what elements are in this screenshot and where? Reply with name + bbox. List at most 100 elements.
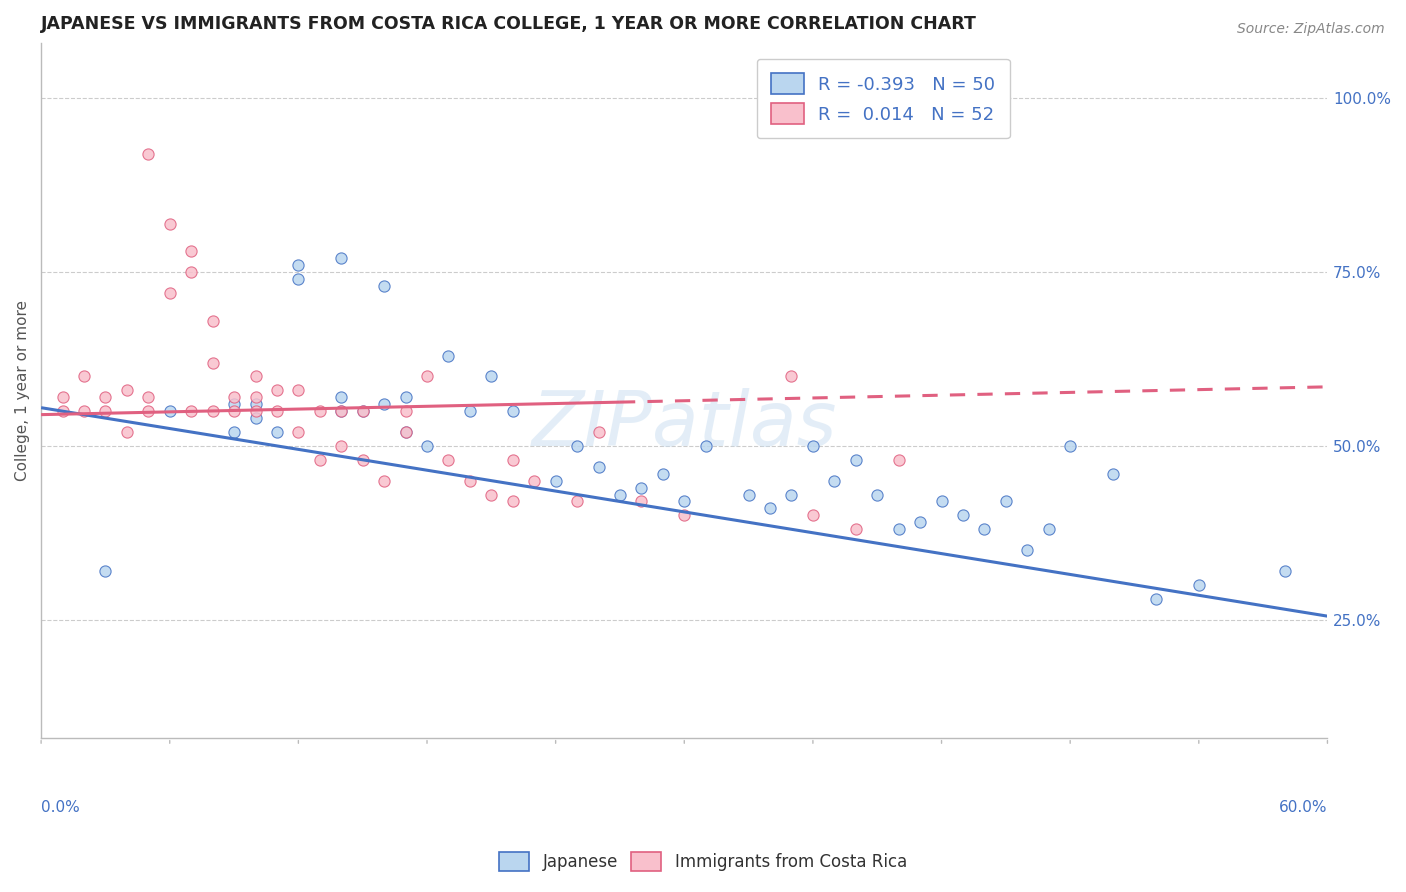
Point xyxy=(394,404,416,418)
Point xyxy=(245,404,267,418)
Point xyxy=(308,452,330,467)
Point xyxy=(759,501,782,516)
Point xyxy=(1188,578,1211,592)
Point xyxy=(437,452,460,467)
Point xyxy=(222,404,245,418)
Point xyxy=(266,404,288,418)
Point xyxy=(801,508,824,523)
Point xyxy=(330,252,353,266)
Point xyxy=(887,522,910,536)
Point xyxy=(1038,522,1060,536)
Point xyxy=(394,390,416,404)
Point xyxy=(887,452,910,467)
Point xyxy=(287,425,309,439)
Point xyxy=(373,397,395,411)
Point xyxy=(136,147,159,161)
Point xyxy=(502,494,524,508)
Point xyxy=(159,286,181,301)
Point xyxy=(1017,543,1039,558)
Point xyxy=(544,474,567,488)
Point xyxy=(845,452,868,467)
Text: 0.0%: 0.0% xyxy=(41,800,80,815)
Point xyxy=(180,244,202,259)
Point xyxy=(588,459,610,474)
Point xyxy=(201,314,224,328)
Point xyxy=(502,452,524,467)
Point xyxy=(115,384,138,398)
Point xyxy=(51,404,73,418)
Point xyxy=(1059,439,1081,453)
Point xyxy=(201,355,224,369)
Point xyxy=(565,439,588,453)
Point xyxy=(479,369,502,384)
Point xyxy=(287,258,309,272)
Point xyxy=(222,425,245,439)
Y-axis label: College, 1 year or more: College, 1 year or more xyxy=(15,300,30,481)
Point xyxy=(1274,564,1296,578)
Point xyxy=(352,452,374,467)
Point xyxy=(823,474,845,488)
Point xyxy=(245,369,267,384)
Point xyxy=(780,369,803,384)
Point xyxy=(588,425,610,439)
Point xyxy=(115,425,138,439)
Point xyxy=(73,404,96,418)
Point xyxy=(330,404,353,418)
Point xyxy=(737,487,759,501)
Point xyxy=(458,474,481,488)
Text: JAPANESE VS IMMIGRANTS FROM COSTA RICA COLLEGE, 1 YEAR OR MORE CORRELATION CHART: JAPANESE VS IMMIGRANTS FROM COSTA RICA C… xyxy=(41,15,977,33)
Point xyxy=(136,390,159,404)
Point xyxy=(330,390,353,404)
Point xyxy=(287,384,309,398)
Point xyxy=(245,390,267,404)
Point xyxy=(373,474,395,488)
Point xyxy=(695,439,717,453)
Point xyxy=(866,487,889,501)
Point xyxy=(609,487,631,501)
Point xyxy=(51,390,73,404)
Point xyxy=(352,404,374,418)
Point xyxy=(287,272,309,286)
Point xyxy=(673,508,696,523)
Point xyxy=(136,404,159,418)
Point xyxy=(330,439,353,453)
Point xyxy=(180,404,202,418)
Point xyxy=(437,349,460,363)
Point xyxy=(502,404,524,418)
Point xyxy=(973,522,995,536)
Point xyxy=(458,404,481,418)
Point xyxy=(222,397,245,411)
Point xyxy=(845,522,868,536)
Point xyxy=(245,397,267,411)
Point xyxy=(94,564,117,578)
Point xyxy=(352,404,374,418)
Point xyxy=(952,508,974,523)
Point xyxy=(523,474,546,488)
Legend: R = -0.393   N = 50, R =  0.014   N = 52: R = -0.393 N = 50, R = 0.014 N = 52 xyxy=(756,59,1010,138)
Point xyxy=(479,487,502,501)
Point xyxy=(308,404,330,418)
Point xyxy=(373,279,395,293)
Point xyxy=(266,425,288,439)
Point xyxy=(565,494,588,508)
Point xyxy=(416,369,439,384)
Point xyxy=(394,425,416,439)
Point xyxy=(994,494,1017,508)
Point xyxy=(908,516,931,530)
Point xyxy=(673,494,696,508)
Point xyxy=(94,404,117,418)
Point xyxy=(1102,467,1125,481)
Point xyxy=(801,439,824,453)
Point xyxy=(931,494,953,508)
Point xyxy=(245,411,267,425)
Point xyxy=(222,390,245,404)
Point xyxy=(159,217,181,231)
Point xyxy=(159,404,181,418)
Point xyxy=(630,494,652,508)
Point xyxy=(180,265,202,279)
Point xyxy=(1144,591,1167,606)
Point xyxy=(416,439,439,453)
Point xyxy=(651,467,673,481)
Point xyxy=(266,384,288,398)
Point xyxy=(73,369,96,384)
